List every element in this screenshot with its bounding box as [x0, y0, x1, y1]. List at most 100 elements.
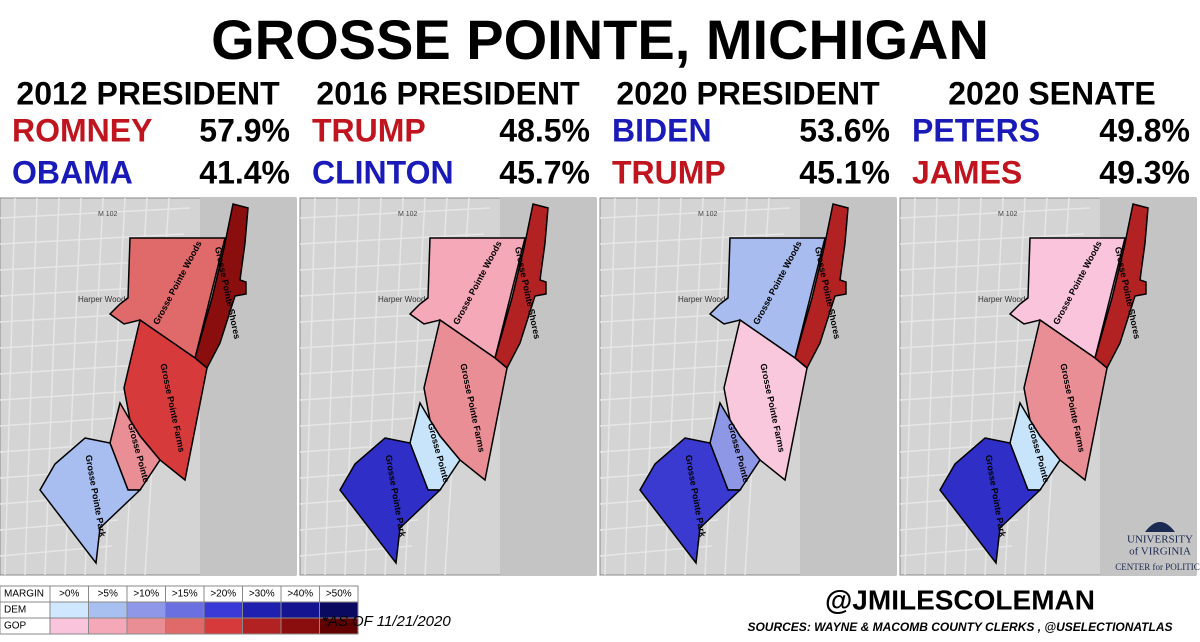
street — [599, 233, 785, 245]
logo-text: of VIRGINIA — [1129, 546, 1191, 558]
logo-text: UNIVERSITY — [1127, 534, 1193, 546]
legend-header: MARGIN — [4, 589, 44, 600]
municipality — [494, 203, 549, 370]
panel-heading: 2020 SENATE — [948, 75, 1156, 111]
legend-row-label: GOP — [4, 621, 27, 632]
street — [904, 197, 916, 576]
street — [304, 197, 316, 576]
candidate-pct: 45.7% — [499, 154, 590, 190]
panel-heading: 2012 PRESIDENT — [16, 75, 280, 111]
legend-threshold: >10% — [133, 589, 159, 600]
street — [899, 233, 1085, 245]
street — [0, 233, 185, 245]
street — [299, 207, 491, 219]
candidate-name: JAMES — [912, 154, 1022, 190]
legend-threshold: >50% — [326, 589, 352, 600]
road-label: M 102 — [398, 211, 418, 218]
street — [0, 207, 191, 219]
sources: SOURCES: WAYNE & MACOMB COUNTY CLERKS , … — [747, 620, 1172, 634]
legend-swatch — [49, 601, 89, 619]
legend-threshold: >5% — [98, 589, 118, 600]
street — [604, 197, 616, 576]
legend-swatch — [126, 617, 166, 635]
candidate-name: PETERS — [912, 112, 1040, 148]
legend-swatch — [88, 601, 128, 619]
candidate-name: TRUMP — [612, 154, 726, 190]
note: *AS OF 11/21/2020 — [322, 613, 451, 630]
legend-swatch — [165, 601, 205, 619]
street — [24, 197, 38, 576]
candidate-name: OBAMA — [12, 154, 133, 190]
municipality — [39, 437, 142, 565]
street — [0, 363, 155, 375]
street — [299, 389, 449, 401]
place-label: Harper Woods — [378, 295, 429, 304]
candidate-name: TRUMP — [312, 112, 426, 148]
street — [624, 197, 638, 576]
street — [299, 337, 461, 349]
legend-threshold: >0% — [59, 589, 79, 600]
candidate-name: ROMNEY — [12, 112, 152, 148]
legend-swatch — [88, 617, 128, 635]
legend-swatch — [49, 617, 89, 635]
road-label: M 102 — [698, 211, 718, 218]
street — [944, 197, 960, 576]
legend-threshold: >20% — [210, 589, 236, 600]
logo-dome — [1145, 522, 1175, 532]
street — [599, 337, 761, 349]
municipality — [708, 237, 826, 360]
street — [924, 197, 938, 576]
road-label: M 102 — [998, 211, 1018, 218]
legend-swatch — [126, 601, 166, 619]
street — [599, 363, 755, 375]
municipality — [939, 437, 1042, 565]
candidate-pct: 49.3% — [1099, 154, 1190, 190]
legend-swatch — [280, 601, 320, 619]
candidate-pct: 48.5% — [499, 112, 590, 148]
place-label: Harper Woods — [978, 295, 1029, 304]
municipality — [794, 203, 849, 370]
handle: @JMILESCOLEMAN — [825, 584, 1095, 615]
street — [899, 363, 1055, 375]
municipality — [1008, 237, 1126, 360]
municipality — [108, 237, 226, 360]
legend-swatch — [203, 601, 243, 619]
legend-row-label: DEM — [4, 605, 26, 616]
candidate-name: BIDEN — [612, 112, 712, 148]
street — [344, 197, 360, 576]
legend-swatch — [280, 617, 320, 635]
candidate-name: CLINTON — [312, 154, 454, 190]
candidate-pct: 41.4% — [199, 154, 290, 190]
legend-threshold: >30% — [249, 589, 275, 600]
panel-heading: 2020 PRESIDENT — [616, 75, 880, 111]
street — [644, 197, 660, 576]
title: GROSSE POINTE, MICHIGAN — [211, 8, 989, 71]
legend-swatch — [165, 617, 205, 635]
municipality — [639, 437, 742, 565]
legend-swatch — [203, 617, 243, 635]
candidate-pct: 45.1% — [799, 154, 890, 190]
street — [299, 233, 485, 245]
street — [44, 197, 60, 576]
legend-swatch — [242, 601, 282, 619]
municipality — [194, 203, 249, 370]
logo-text: CENTER for POLITICS — [1115, 562, 1200, 572]
municipality — [339, 437, 442, 565]
street — [324, 197, 338, 576]
panel-heading: 2016 PRESIDENT — [316, 75, 580, 111]
place-label: Harper Woods — [78, 295, 129, 304]
legend-threshold: >15% — [172, 589, 198, 600]
candidate-pct: 49.8% — [1099, 112, 1190, 148]
municipality — [408, 237, 526, 360]
legend-swatch — [242, 617, 282, 635]
street — [0, 337, 161, 349]
candidate-pct: 53.6% — [799, 112, 890, 148]
street — [899, 389, 1049, 401]
legend-swatch — [319, 617, 359, 635]
street — [299, 363, 455, 375]
